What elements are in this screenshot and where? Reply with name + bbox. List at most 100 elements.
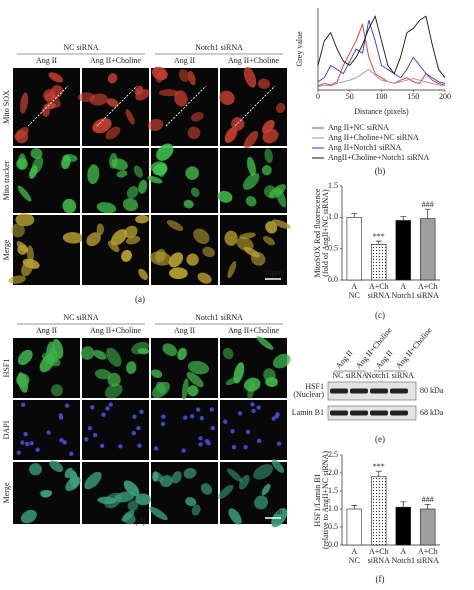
cell (183, 199, 194, 209)
cell (263, 368, 276, 382)
cell (48, 72, 64, 83)
nucleus (69, 451, 74, 456)
cell (93, 350, 107, 360)
cell (26, 245, 34, 263)
group-label: Notch1 siRNA (195, 313, 243, 322)
nucleus (161, 414, 166, 419)
group-label: NC siRNA (63, 313, 99, 322)
nucleus (256, 438, 262, 444)
cell (153, 471, 164, 482)
nucleus (153, 446, 159, 451)
x-tick-label: A+Ch (369, 547, 389, 556)
bar (395, 506, 411, 546)
cell (151, 369, 163, 378)
band (370, 388, 388, 394)
cell (219, 90, 235, 105)
cell (126, 361, 137, 375)
cell (186, 371, 204, 388)
cell (202, 246, 215, 258)
error-bar (351, 213, 358, 218)
nucleus (62, 440, 67, 445)
cell (149, 251, 172, 266)
nucleus (251, 408, 256, 414)
series-line (317, 20, 446, 84)
nucleus (20, 402, 26, 408)
cell (261, 165, 272, 176)
cell (152, 381, 170, 398)
cell (264, 148, 273, 164)
group-label: siRNA (368, 556, 390, 565)
y-tick-label: 1.0 (328, 504, 338, 513)
cell (17, 349, 33, 366)
nucleus (222, 419, 228, 424)
bar (371, 243, 387, 281)
nucleus (243, 444, 248, 450)
cell (121, 249, 132, 262)
group-label: Notch1 (391, 556, 415, 565)
error-bar (424, 503, 431, 509)
lane-label: Ang II+Choline (394, 325, 434, 370)
cell (263, 236, 276, 246)
profile-line (27, 85, 69, 127)
nucleus (24, 441, 30, 447)
cell (174, 90, 188, 107)
cell (20, 92, 29, 114)
nucleus (139, 409, 144, 415)
cell (158, 89, 179, 97)
cell (123, 480, 140, 496)
nucleus (29, 441, 34, 446)
nucleus (160, 421, 166, 427)
error-bar (400, 501, 407, 508)
cell (92, 118, 112, 134)
cell (11, 223, 25, 238)
cell (62, 232, 84, 244)
y-axis-label: MitoSOX Red fluorescence (313, 188, 322, 277)
nucleus (204, 438, 210, 444)
error-bar (375, 470, 382, 477)
size-label: 68 kDa (420, 408, 444, 417)
cell (256, 336, 274, 350)
y-tick-label: 2.0 (328, 468, 338, 477)
cell (96, 223, 104, 236)
y-tick-label: 1.5 (328, 181, 338, 190)
row-label: DAPI (2, 420, 11, 439)
cell (17, 185, 32, 202)
cell (169, 267, 188, 280)
significance: ### (422, 200, 434, 209)
cell (247, 381, 255, 399)
panel-caption: (f) (376, 574, 385, 584)
y-axis-label: HSF1/Lamin B1 (313, 473, 322, 526)
nucleus (271, 416, 277, 421)
cell (257, 78, 271, 89)
cell (227, 468, 243, 482)
x-tick-label: 100 (376, 92, 388, 101)
column-label: Ang II+Choline (90, 326, 141, 335)
cell (125, 109, 135, 125)
nucleus (108, 402, 113, 407)
cell (187, 70, 196, 86)
panel-caption: (b) (375, 166, 386, 176)
cell (62, 198, 77, 214)
cell (147, 118, 164, 131)
micrograph (13, 400, 80, 460)
cell (272, 353, 291, 369)
x-tick-label: A+Ch (418, 282, 438, 291)
nucleus (245, 429, 251, 435)
cell (124, 225, 138, 239)
column-label: Ang II (36, 56, 57, 65)
y-tick-label: 1.5 (328, 486, 338, 495)
x-tick-label: A (351, 282, 357, 291)
profile-line (234, 85, 276, 127)
cell (105, 126, 121, 140)
cell (29, 165, 38, 179)
cell (254, 495, 269, 510)
nucleus (256, 405, 261, 410)
cell (15, 130, 29, 144)
panel-caption: (c) (375, 310, 385, 320)
group-label: Notch1 siRNA (366, 371, 414, 380)
cell (156, 143, 174, 161)
panel-caption: (a) (135, 294, 145, 304)
cell (84, 471, 102, 490)
cell (186, 253, 199, 266)
